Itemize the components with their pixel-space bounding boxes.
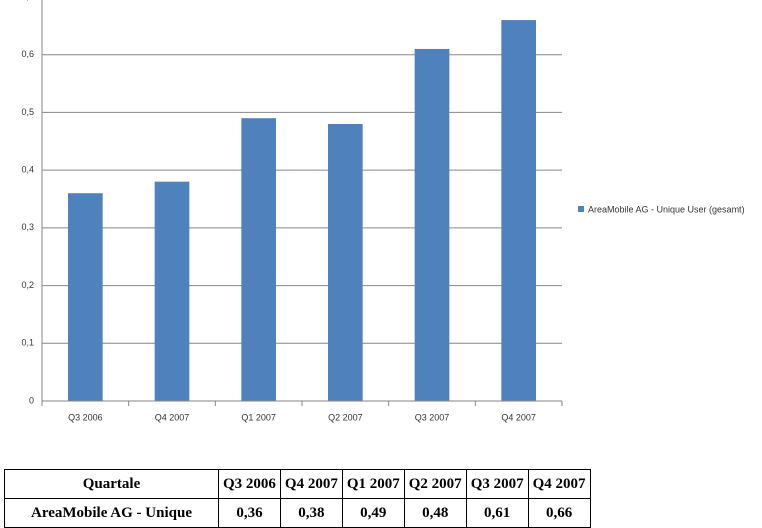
y-tick-label: 0,4: [21, 165, 34, 175]
table-cell: 0,38: [279, 498, 343, 528]
y-tick-label: 0,2: [21, 280, 34, 290]
bar: [154, 181, 190, 401]
table-cell: 0,49: [341, 498, 405, 528]
data-table: Quartale Q3 2006 Q4 2007 Q1 2007 Q2 2007 Q3 2…: [4, 469, 591, 528]
y-tick-label: 0,7: [21, 0, 34, 1]
y-tick-label: 0: [29, 395, 34, 405]
table-header-row: Quartale Q3 2006 Q4 2007 Q1 2007 Q2 2007 Q3 2…: [4, 469, 591, 499]
x-tick-label: Q4 2007: [501, 412, 536, 422]
table-cell: AreaMobile AG - Unique: [4, 498, 219, 528]
x-tick-label: Q2 2007: [328, 412, 363, 422]
header-cell: Q2 2007: [403, 469, 467, 499]
header-cell: Q4 2007: [279, 469, 343, 499]
table-cell: 0,48: [403, 498, 467, 528]
header-cell: Q1 2007: [341, 469, 405, 499]
y-tick-label: 0,6: [21, 49, 34, 59]
bar: [68, 193, 103, 401]
legend-label: AreaMobile AG - Unique User (gesamt): [588, 204, 745, 214]
y-tick-label: 0,5: [21, 107, 34, 117]
header-cell: Q4 2007: [527, 469, 591, 499]
x-tick-label: Q1 2007: [241, 412, 276, 422]
header-cell: Q3 2007: [465, 469, 529, 499]
x-tick-label: Q4 2007: [155, 412, 190, 422]
bar: [501, 20, 536, 401]
chart: 0 0,1 0,2 0,3 0,4 0,5 0,6 0,7 Q3 2006 Q4 2007 Q1 2…: [21, 0, 745, 422]
y-tick-label: 0,1: [21, 338, 34, 348]
bar: [414, 48, 450, 401]
bar: [241, 118, 276, 401]
header-cell: Quartale: [4, 469, 219, 499]
bar: [328, 123, 363, 401]
y-tick-label: 0,3: [21, 222, 34, 232]
table-cell: 0,36: [218, 498, 281, 528]
x-tick-label: Q3 2007: [415, 412, 450, 422]
table-cell: 0,61: [465, 498, 529, 528]
table-row: AreaMobile AG - Unique 0,36 0,38 0,49 0,48 0,…: [4, 498, 591, 528]
header-cell: Q3 2006: [218, 469, 281, 499]
x-tick-label: Q3 2006: [68, 412, 103, 422]
table-cell: 0,66: [527, 498, 591, 528]
legend-swatch: [578, 206, 584, 212]
